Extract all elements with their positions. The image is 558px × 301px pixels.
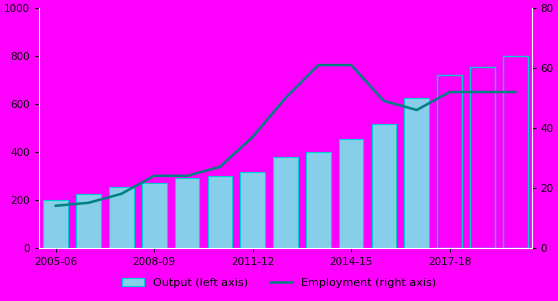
Bar xyxy=(306,152,331,248)
Bar xyxy=(405,98,429,248)
Bar xyxy=(142,183,166,248)
Legend: Output (left axis), Employment (right axis): Output (left axis), Employment (right ax… xyxy=(117,274,441,293)
Bar xyxy=(76,194,101,248)
Bar xyxy=(109,187,134,248)
Bar xyxy=(503,56,527,248)
Bar xyxy=(437,75,462,248)
Bar xyxy=(470,67,495,248)
Bar xyxy=(208,176,232,248)
Bar xyxy=(240,172,265,248)
Bar xyxy=(44,200,68,248)
Bar xyxy=(273,157,298,248)
Bar xyxy=(339,139,363,248)
Bar xyxy=(372,124,396,248)
Bar xyxy=(175,178,199,248)
